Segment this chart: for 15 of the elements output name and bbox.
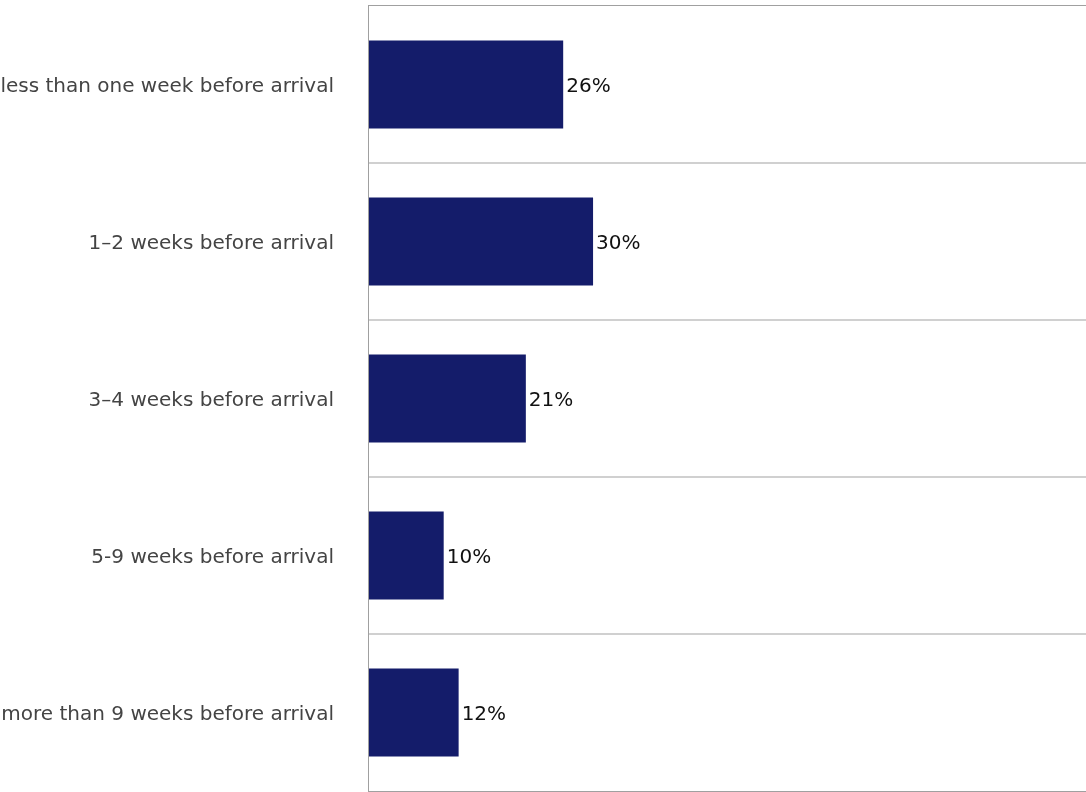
bar [369, 511, 444, 600]
y-tick-label: more than 9 weeks before arrival [1, 700, 334, 725]
bar [369, 354, 526, 443]
data-label: 12% [461, 700, 507, 725]
y-tick-label: 5-9 weeks before arrival [91, 543, 334, 568]
bar [369, 197, 594, 286]
data-label: 10% [446, 543, 492, 568]
data-label: 30% [596, 229, 641, 254]
y-tick-label: 3–4 weeks before arrival [88, 386, 334, 411]
bar [369, 40, 564, 129]
data-label: 21% [528, 386, 574, 411]
bar [369, 668, 459, 757]
y-tick-label: less than one week before arrival [0, 72, 334, 97]
data-label: 26% [566, 72, 611, 97]
y-tick-label: 1–2 weeks before arrival [88, 229, 334, 254]
